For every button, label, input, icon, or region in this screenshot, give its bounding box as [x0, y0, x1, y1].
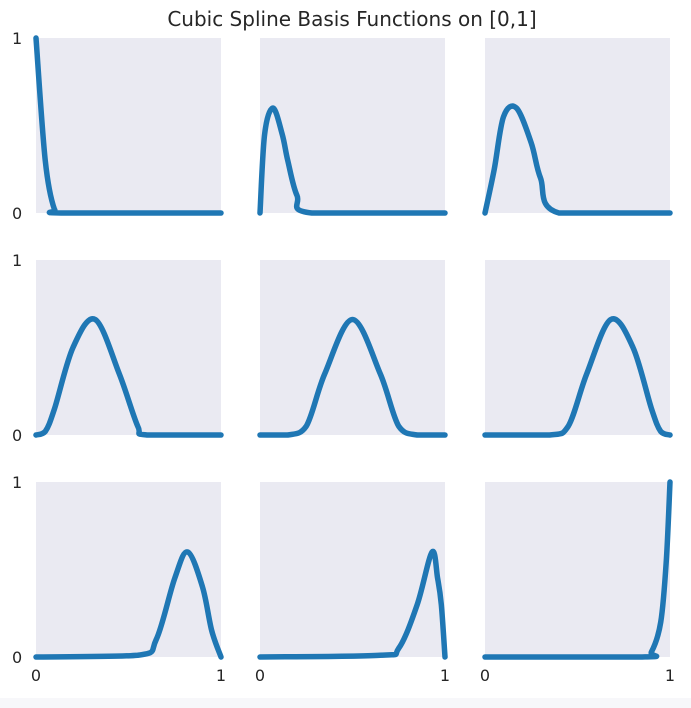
basis-curve-2 [257, 105, 448, 216]
basis-curve-8 [257, 548, 448, 660]
x-tick-label-right: 1 [665, 666, 675, 685]
basis-panel-5 [257, 260, 448, 438]
x-tick-label-right: 1 [440, 666, 450, 685]
basis-curve-5 [257, 316, 448, 438]
x-tick-label-right: 1 [216, 666, 226, 685]
basis-panel-1: 10 [12, 29, 224, 223]
basis-curve-3 [482, 103, 673, 216]
y-tick-label-bottom: 0 [12, 426, 22, 445]
basis-curve-6 [482, 316, 673, 438]
chart-title: Cubic Spline Basis Functions on [0,1] [167, 7, 536, 31]
basis-panel-6 [482, 260, 673, 438]
x-tick-label-left: 0 [480, 666, 490, 685]
panel-background [260, 260, 445, 435]
basis-curve-9 [482, 479, 673, 660]
basis-panel-7: 1 00 1 [12, 473, 226, 685]
basis-curve-4 [33, 316, 224, 438]
panel-background [485, 482, 670, 657]
x-tick-label-left: 0 [31, 666, 41, 685]
panel-background [260, 482, 445, 657]
basis-panel-3 [482, 38, 673, 216]
basis-panel-4: 10 [12, 251, 224, 445]
y-tick-label-top: 1 [12, 29, 22, 48]
y-tick-label-top: 1 [12, 251, 22, 270]
basis-curve-7 [33, 549, 224, 660]
y-tick-label-bottom: 0 [12, 648, 22, 667]
y-tick-label-bottom: 0 [12, 204, 22, 223]
bottom-strip [0, 698, 691, 708]
x-tick-label-left: 0 [255, 666, 265, 685]
y-tick-label-top: 1 [12, 473, 22, 492]
panel-background [36, 38, 221, 213]
basis-curve-1 [33, 35, 224, 216]
panel-background [485, 38, 670, 213]
panel-background [260, 38, 445, 213]
panel-background [36, 482, 221, 657]
basis-panel-2 [257, 38, 448, 216]
